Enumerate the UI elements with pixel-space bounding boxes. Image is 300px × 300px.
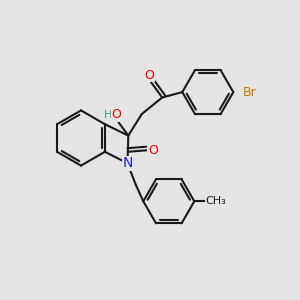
Text: O: O xyxy=(111,108,121,121)
Text: O: O xyxy=(148,144,158,157)
Text: O: O xyxy=(144,69,154,82)
Text: CH₃: CH₃ xyxy=(206,196,226,206)
Text: H: H xyxy=(104,110,113,120)
Text: N: N xyxy=(122,156,133,170)
Text: Br: Br xyxy=(243,85,257,99)
